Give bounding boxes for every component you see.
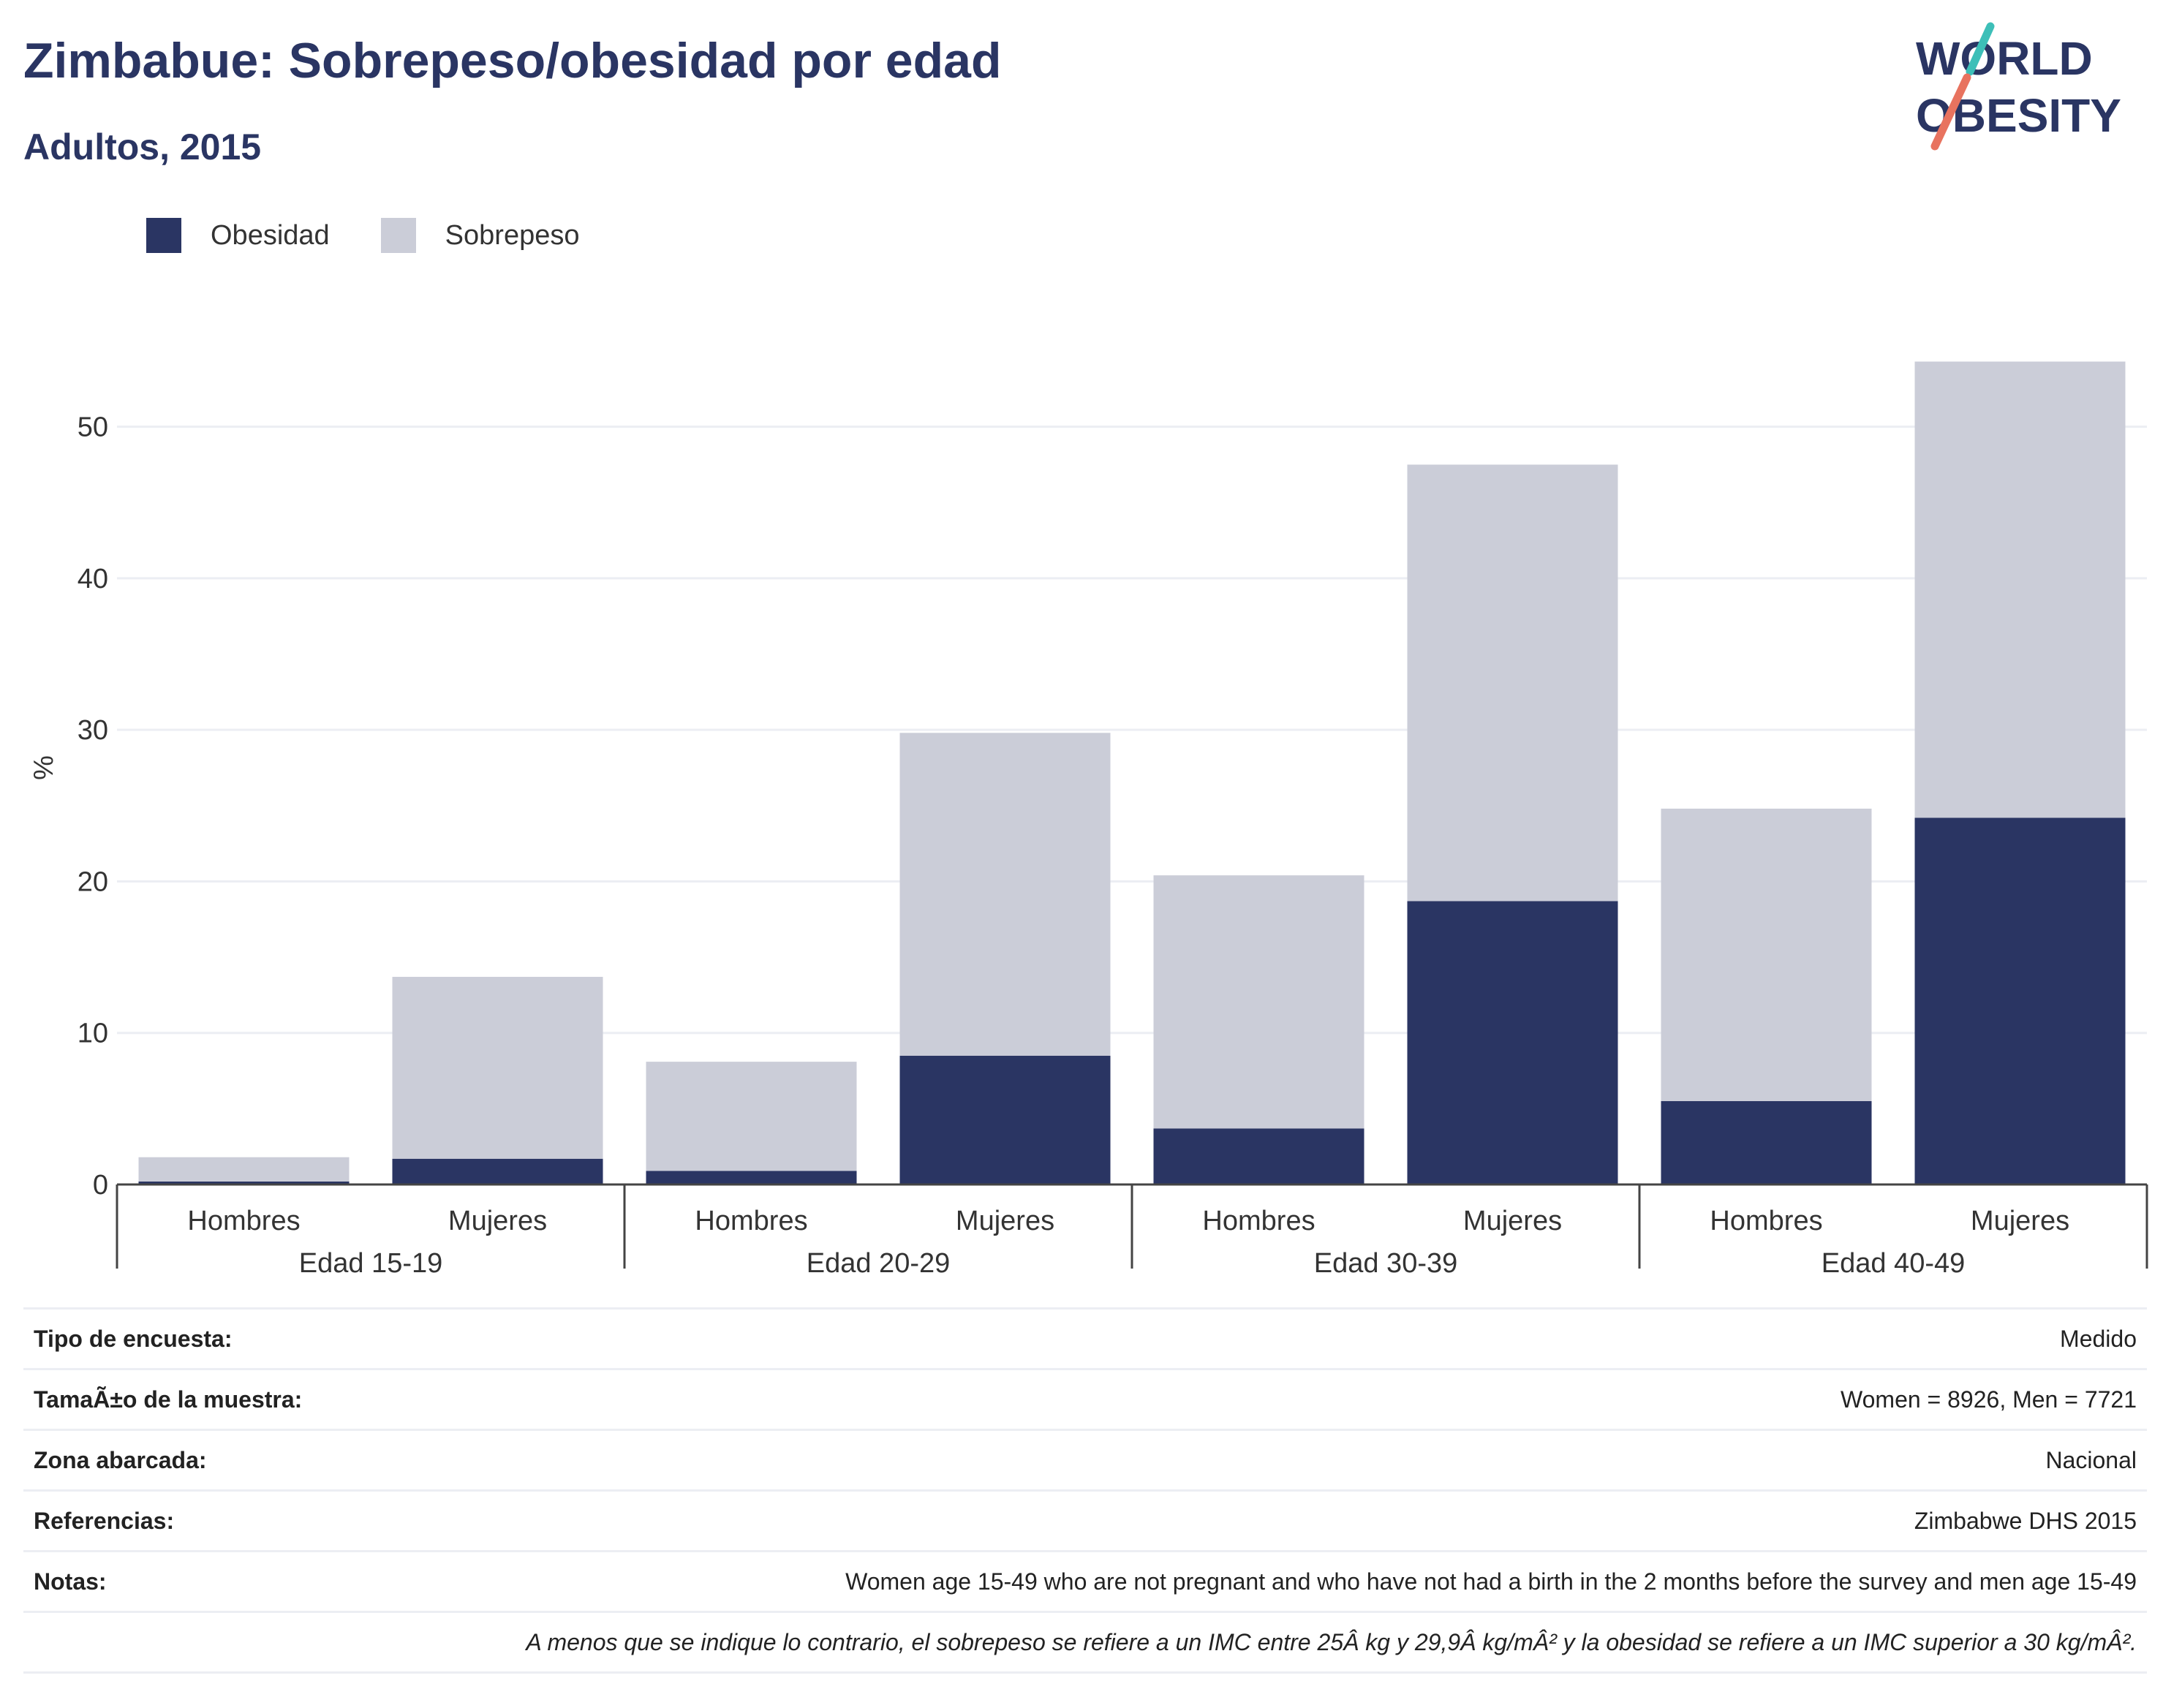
legend-item-sobrepeso[interactable]: Sobrepeso [380,218,580,253]
chart-legend: Obesidad Sobrepeso [146,218,630,253]
x-tick-label: Hombres [695,1206,807,1236]
info-value: Medido [407,1307,2147,1369]
footnote: A menos que se indique lo contrario, el … [23,1611,2147,1674]
info-value: Nacional [407,1429,2147,1491]
survey-info-table: Tipo de encuesta: Medido TamaÃ±o de la m… [23,1307,2147,1674]
x-tick-label: Mujeres [956,1206,1054,1236]
x-tick-label: Mujeres [448,1206,547,1236]
bar-sobrepeso [1153,875,1364,1129]
legend-swatch-sobrepeso [380,218,416,253]
legend-swatch-obesidad [146,218,181,253]
info-label: Notas: [23,1550,407,1612]
info-row-notes: Notas: Women age 15-49 who are not pregn… [23,1550,2147,1612]
info-row-area: Zona abarcada: Nacional [23,1429,2147,1491]
y-tick-label: 50 [78,412,108,443]
bar-sobrepeso [1407,464,1618,902]
bar-obesidad [1914,817,2126,1184]
x-tick-label: Hombres [1710,1206,1822,1236]
bar-sobrepeso [392,977,603,1159]
x-tick-label: Mujeres [1971,1206,2069,1236]
info-value: Women age 15-49 who are not pregnant and… [407,1550,2147,1612]
info-value: Zimbabwe DHS 2015 [407,1489,2147,1552]
bar-obesidad [899,1055,1111,1184]
y-tick-label: 0 [93,1170,108,1201]
y-tick-label: 30 [78,715,108,746]
info-row-sample-size: TamaÃ±o de la muestra: Women = 8926, Men… [23,1368,2147,1430]
bar-sobrepeso [1661,808,1872,1101]
bar-obesidad [392,1158,603,1184]
legend-label-sobrepeso: Sobrepeso [445,219,580,251]
y-tick-label: 10 [78,1019,108,1049]
info-row-references: Referencias: Zimbabwe DHS 2015 [23,1489,2147,1552]
x-tick-label: Hombres [187,1206,300,1236]
group-label: Edad 15-19 [299,1248,443,1279]
info-label: Tipo de encuesta: [23,1307,407,1369]
bar-obesidad [1407,901,1618,1184]
info-value: Women = 8926, Men = 7721 [407,1368,2147,1430]
y-tick-label: 20 [78,866,108,897]
bar-obesidad [1661,1101,1872,1184]
x-tick-label: Mujeres [1463,1206,1562,1236]
bar-sobrepeso [1914,361,2126,818]
bar-sobrepeso [138,1157,350,1182]
bar-obesidad [1153,1128,1364,1184]
info-label: TamaÃ±o de la muestra: [23,1368,407,1430]
group-label: Edad 30-39 [1314,1248,1458,1279]
world-obesity-logo: WORLD OBESITY [1916,22,2121,151]
legend-item-obesidad[interactable]: Obesidad [146,218,330,253]
bar-obesidad [646,1171,857,1184]
bar-sobrepeso [899,733,1111,1056]
chart-title: Zimbabue: Sobrepeso/obesidad por edad [23,33,1002,88]
x-tick-label: Hombres [1202,1206,1315,1236]
group-label: Edad 20-29 [807,1248,951,1279]
stacked-bar-chart: 0 10 20 30 40 50% Hombres Mujeres Hombres Mujeres… [29,361,2148,1279]
logo-coral-slash [1930,73,1971,151]
info-row-survey-type: Tipo de encuesta: Medido [23,1307,2147,1369]
info-row-footnote: A menos que se indique lo contrario, el … [23,1611,2147,1674]
logo-teal-slash [1966,22,1995,76]
logo-line-1: WORLD [1916,32,2093,85]
bar-sobrepeso [646,1062,857,1171]
legend-label-obesidad: Obesidad [211,219,330,251]
info-label: Referencias: [23,1489,407,1552]
info-label: Zona abarcada: [23,1429,407,1491]
bar-obesidad [138,1181,350,1184]
y-axis-label: % [29,755,59,780]
group-label: Edad 40-49 [1822,1248,1966,1279]
chart-subtitle: Adultos, 2015 [23,126,262,167]
y-tick-label: 40 [78,564,108,594]
